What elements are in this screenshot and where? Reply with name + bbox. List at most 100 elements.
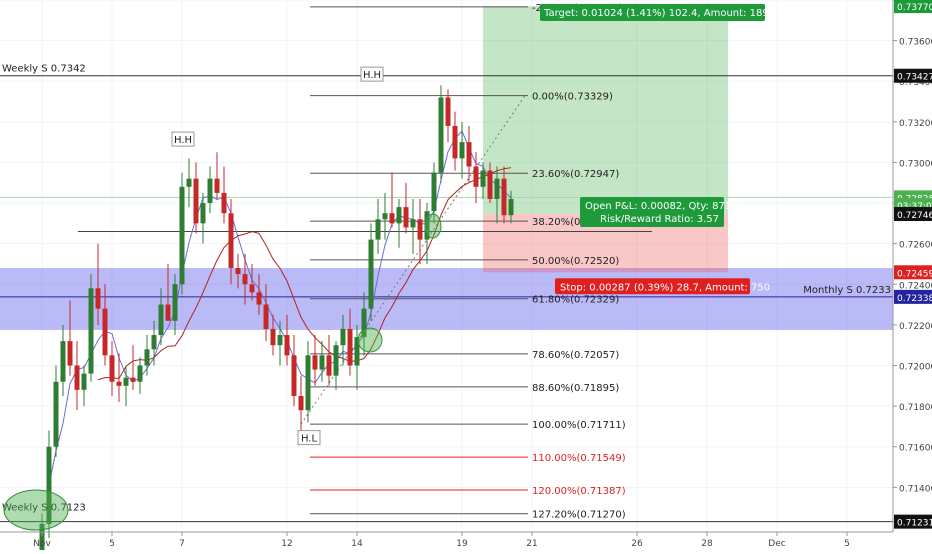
candle-body-24	[207, 178, 213, 204]
candle-body-17	[158, 304, 164, 336]
candle-body-14	[137, 365, 143, 382]
candle-body-59	[452, 125, 458, 159]
candle-body-50	[389, 213, 395, 224]
pattern-label-box-2	[297, 430, 321, 446]
candle-body-2	[53, 381, 59, 447]
candle-body-44	[347, 328, 353, 366]
candle-body-7	[88, 288, 94, 374]
highlight-ellipse-high	[424, 213, 442, 239]
x-tick-label-7: 26	[631, 539, 643, 549]
price-badge-label-4: 0.72746	[897, 211, 932, 221]
stop-label-box	[555, 278, 750, 295]
candle-body-15	[144, 349, 150, 366]
candle-body-8	[95, 288, 101, 309]
candle-body-61	[466, 142, 472, 167]
candle-body-38	[305, 355, 311, 411]
price-badge-0	[894, 0, 932, 14]
candle-body-12	[123, 377, 129, 386]
candle-body-9	[102, 308, 108, 356]
candle-body-21	[186, 178, 192, 187]
price-badge-1	[894, 68, 932, 83]
pnl-label-box	[580, 197, 724, 228]
target-label: Target: 0.01024 (1.41%) 102.4, Amount: 1…	[543, 8, 791, 19]
candle-body-54	[417, 219, 423, 240]
candle-body-5	[74, 365, 80, 390]
candle-body-27	[228, 213, 234, 269]
candle-body-53	[410, 219, 416, 228]
pattern-label-0: H.H	[174, 135, 192, 146]
candle-body-56	[431, 172, 437, 212]
candle-body-6	[81, 373, 87, 390]
candle-body-10	[109, 355, 115, 382]
fib-label-5: 61.80%(0.72329)	[532, 295, 619, 306]
candle-body-58	[445, 97, 451, 126]
x-tick-label-6: 21	[526, 539, 537, 549]
pattern-label-box-1	[360, 66, 384, 82]
price-badge-4	[894, 207, 932, 222]
pnl-label: Open P&L: 0.00082, Qty: 87108	[585, 201, 744, 212]
x-tick-label-3: 12	[281, 539, 292, 549]
candle-body-28	[235, 268, 241, 275]
stop-label: Stop: 0.00287 (0.39%) 28.7, Amount: 750	[560, 282, 770, 293]
x-tick-label-10: 5	[844, 539, 850, 549]
fib-label-8: 100.00%(0.71711)	[532, 420, 626, 431]
profit-zone	[483, 6, 728, 215]
pattern-label-2: H.L	[301, 434, 318, 445]
candle-body-34	[277, 335, 283, 346]
x-tick-label-5: 19	[456, 539, 468, 549]
candle-body-32	[263, 304, 269, 329]
candle-body-62	[473, 166, 479, 187]
fib-label-11: 127.20%(0.71270)	[532, 510, 626, 521]
candle-body-35	[284, 335, 290, 356]
x-tick-label-0: Nov	[33, 539, 51, 549]
candle-body-57	[438, 97, 444, 173]
sr-label-weekly-top: Weekly S 0.7342	[2, 64, 86, 75]
candle-body-19	[172, 284, 178, 321]
candle-body-25	[214, 178, 220, 193]
candle-body-42	[333, 345, 339, 376]
candle-body-48	[375, 219, 381, 240]
x-tick-label-2: 7	[179, 539, 185, 549]
price-badge-6	[894, 289, 932, 304]
fib-label-3: 38.20%(0.72711)	[532, 217, 619, 228]
candle-body-46	[361, 308, 367, 338]
candle-body-41	[326, 355, 332, 376]
x-tick-label-9: Dec	[768, 539, 785, 549]
candle-body-3	[60, 341, 66, 382]
pattern-label-1: H.H	[363, 70, 381, 81]
price-badge-label-5: 0.72459	[897, 269, 932, 279]
price-badge-7	[894, 514, 932, 529]
candle-body-4	[67, 341, 73, 366]
candle-body-60	[459, 142, 465, 159]
fib-label-10: 120.00%(0.71387)	[532, 486, 626, 497]
candle-body-18	[165, 304, 171, 321]
candle-body-55	[424, 211, 430, 240]
price-badge-label-6: 0.72338	[897, 294, 932, 304]
fib-label-7: 88.60%(0.71895)	[532, 383, 619, 394]
sr-label-monthly: Monthly S 0.7233	[803, 285, 891, 296]
fib-label-9: 110.00%(0.71549)	[532, 453, 626, 464]
candle-body-36	[291, 355, 297, 396]
candle-body-39	[312, 355, 318, 370]
candle-body-40	[319, 355, 325, 370]
candle-body-52	[403, 207, 409, 228]
price-badge-label-0: 0.73770	[897, 3, 932, 13]
candle-body-67	[508, 198, 514, 216]
x-tick-label-8: 28	[701, 539, 713, 549]
candle-body-16	[151, 335, 157, 350]
candle-body-22	[193, 178, 199, 224]
fib-label-4: 50.00%(0.72520)	[532, 256, 619, 267]
candle-body-51	[396, 207, 402, 224]
x-tick-label-1: 5	[109, 539, 115, 549]
